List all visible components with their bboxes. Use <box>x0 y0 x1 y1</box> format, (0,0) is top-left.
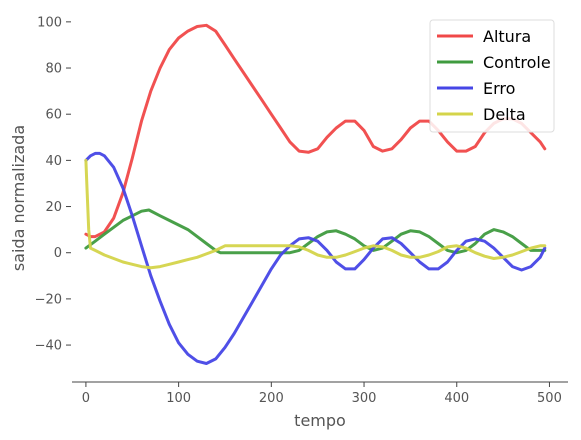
legend-box <box>429 19 555 133</box>
x-axis-title: tempo <box>294 411 346 430</box>
y-tick-label: 0 <box>54 246 62 261</box>
y-tick-label: 80 <box>45 62 62 77</box>
y-tick-label: 40 <box>45 154 62 169</box>
x-tick-label: 100 <box>166 391 191 406</box>
x-tick-label: 200 <box>259 391 284 406</box>
series-line-erro <box>84 151 547 365</box>
y-tick-label: 100 <box>37 15 62 30</box>
x-ticks: 0 100 200 300 400 500 <box>82 382 562 406</box>
y-tick-label: −20 <box>35 292 62 307</box>
y-axis-title: saida normalizada <box>9 125 28 271</box>
x-tick-label: 500 <box>537 391 562 406</box>
series-line-delta <box>84 158 547 270</box>
x-tick-label: 400 <box>444 391 469 406</box>
x-tick-label: 300 <box>352 391 377 406</box>
legend-label: Altura <box>483 27 531 46</box>
plot-lines <box>84 23 547 365</box>
series-line-altura <box>84 23 547 239</box>
legend-label: Controle <box>483 53 551 72</box>
legend-label: Erro <box>483 79 515 98</box>
y-tick-label: 20 <box>45 200 62 215</box>
x-tick-label: 0 <box>82 391 90 406</box>
y-ticks: −40 −20 0 20 40 60 80 100 <box>35 15 71 354</box>
legend-label: Delta <box>483 105 526 124</box>
y-tick-label: 60 <box>45 108 62 123</box>
legend: Altura Controle Erro Delta <box>429 19 555 133</box>
series-line-controle <box>84 208 547 255</box>
y-tick-label: −40 <box>35 339 62 354</box>
